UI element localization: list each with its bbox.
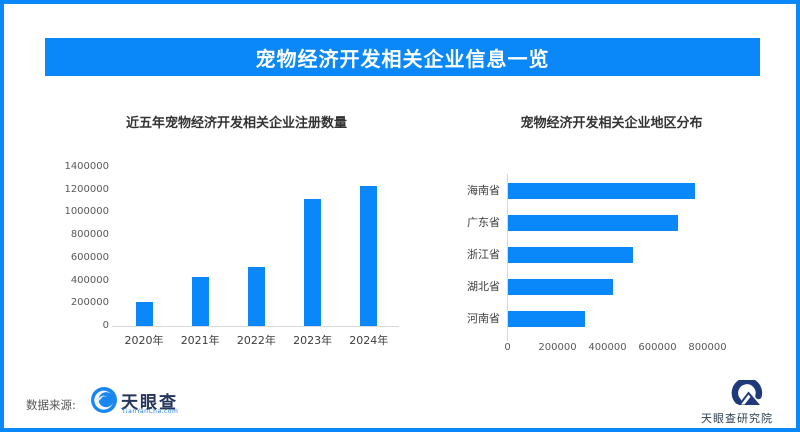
bar xyxy=(507,183,695,199)
y-axis-category-label: 河南省 xyxy=(467,312,500,325)
y-axis-tick-label: 1000000 xyxy=(64,206,109,218)
y-axis-tick-label: 800000 xyxy=(70,229,109,241)
data-source-label: 数据来源: xyxy=(26,398,76,412)
tianyancha-logo-icon xyxy=(90,386,118,414)
x-axis-line xyxy=(112,326,399,327)
x-axis-tick-label: 400000 xyxy=(588,342,627,353)
bar xyxy=(507,247,633,263)
bar xyxy=(507,215,678,231)
y-axis-category-label: 广东省 xyxy=(467,216,500,229)
y-axis-category-label: 海南省 xyxy=(467,184,500,197)
tyc-institute-label: 天眼查研究院 xyxy=(701,412,773,425)
page-title: 宠物经济开发相关企业信息一览 xyxy=(255,46,550,71)
registrations-chart-title: 近五年宠物经济开发相关企业注册数量 xyxy=(125,116,347,131)
bar xyxy=(135,302,153,326)
bar xyxy=(360,186,378,326)
bar xyxy=(507,311,585,327)
bar xyxy=(247,266,265,326)
y-axis-tick-label: 1200000 xyxy=(64,183,109,195)
regions-chart-title: 宠物经济开发相关企业地区分布 xyxy=(520,116,703,131)
y-axis-tick-label: 200000 xyxy=(70,297,109,309)
bar xyxy=(191,277,209,326)
x-axis-tick-label: 200000 xyxy=(538,342,577,353)
y-axis-category-label: 浙江省 xyxy=(467,248,500,261)
x-axis-category-label: 2020年 xyxy=(124,334,164,347)
x-axis-tick-label: 600000 xyxy=(638,342,677,353)
y-axis-category-label: 湖北省 xyxy=(467,280,500,293)
y-axis-tick-label: 0 xyxy=(102,320,109,331)
x-axis-category-label: 2021年 xyxy=(180,334,220,347)
x-axis-category-label: 2023年 xyxy=(293,334,333,347)
x-axis-category-label: 2024年 xyxy=(349,334,389,347)
bar xyxy=(304,198,322,326)
tianyancha-logo-text: 天眼查 xyxy=(121,393,178,413)
charts-layer: 0 200000 400000 600000 800000 1000000 1200000 1… xyxy=(4,4,796,428)
y-axis-tick-label: 400000 xyxy=(70,274,109,286)
tyc-institute-logo-icon xyxy=(726,377,768,408)
y-axis-tick-label: 600000 xyxy=(70,251,109,263)
tianyancha-logo-url: TianYanCha.com xyxy=(122,408,179,415)
bar xyxy=(507,279,613,295)
x-axis-tick-label: 800000 xyxy=(688,342,727,353)
y-axis-tick-label: 1400000 xyxy=(64,161,109,172)
x-axis-category-label: 2022年 xyxy=(236,334,276,347)
title-banner: 宠物经济开发相关企业信息一览 xyxy=(45,38,760,76)
x-axis-tick-label: 0 xyxy=(504,342,511,353)
